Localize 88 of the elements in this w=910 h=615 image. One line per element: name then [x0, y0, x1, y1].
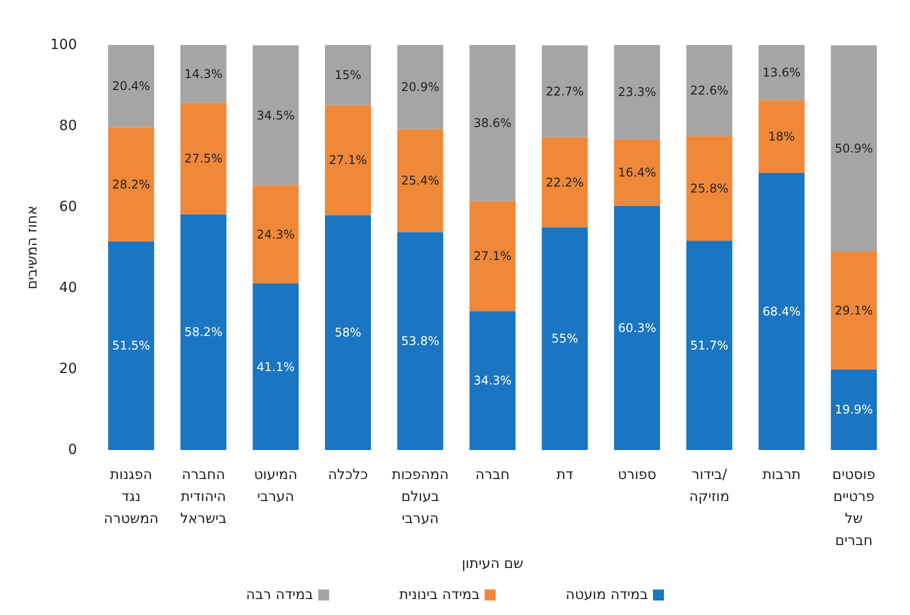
- bar: [758, 100, 805, 173]
- bar: [180, 45, 226, 103]
- x-tick-label: החברה היהודית בישראל: [180, 467, 227, 527]
- bar: [252, 284, 299, 450]
- data-label: 58.2%: [184, 325, 222, 340]
- bar: [108, 241, 154, 450]
- x-tick-label: ספורט: [618, 467, 656, 483]
- x-axis-title: שם העיתון: [462, 556, 524, 572]
- data-label: 50.9%: [834, 141, 873, 156]
- bar: [758, 172, 805, 450]
- data-label: 22.2%: [546, 175, 584, 190]
- bar: [686, 136, 732, 241]
- data-label: 55%: [551, 332, 578, 346]
- bar: [324, 45, 371, 106]
- bar: [830, 45, 877, 252]
- data-label: 18%: [768, 130, 795, 144]
- bar: [542, 45, 588, 138]
- bar: [470, 201, 516, 312]
- bar: [830, 369, 877, 450]
- bar: [252, 185, 299, 284]
- bar: [470, 311, 516, 450]
- data-label: 60.3%: [618, 320, 656, 335]
- legend-label: במידה רבה: [246, 587, 314, 603]
- legend-label: במידה מועטה: [566, 587, 648, 603]
- bar: [397, 232, 444, 450]
- bar: [108, 45, 154, 128]
- data-label: 15%: [334, 68, 362, 82]
- data-label: 25.4%: [401, 174, 440, 188]
- data-label: 27.5%: [184, 152, 222, 166]
- x-tick-label: פוסטים פרטיים של חברים: [832, 467, 876, 549]
- data-label: 27.1%: [328, 153, 368, 168]
- y-tick-label: 60: [59, 199, 77, 215]
- bar: [686, 240, 732, 450]
- x-tick-label: המהפכות בעולם הערבי: [392, 467, 449, 527]
- bar: [830, 252, 877, 370]
- data-label: 24.3%: [256, 227, 295, 242]
- x-tick-label: דת: [556, 467, 574, 483]
- data-label: 20.9%: [401, 80, 440, 94]
- data-label: 51.5%: [112, 338, 150, 353]
- data-label: 22.6%: [690, 84, 728, 98]
- data-label: 19.9%: [834, 402, 873, 417]
- x-tick-label: תרבות: [762, 467, 801, 483]
- bar: [686, 45, 732, 136]
- bar: [108, 127, 154, 242]
- x-tick-label: המיעוט הערבי: [254, 467, 298, 505]
- data-label: 22.7%: [546, 84, 584, 98]
- bar: [397, 45, 444, 130]
- data-label: 28.2%: [112, 177, 150, 192]
- data-label: 29.1%: [834, 303, 873, 318]
- data-label: 58%: [334, 326, 362, 340]
- y-axis-title: אחוז המשיבים: [24, 206, 40, 290]
- data-label: 16.4%: [618, 166, 656, 180]
- data-label: 41.1%: [256, 360, 295, 374]
- x-tick-label: חברה: [475, 467, 510, 483]
- data-label: 34.5%: [256, 108, 295, 122]
- y-tick-label: 40: [59, 280, 77, 296]
- data-label: 13.6%: [762, 66, 801, 80]
- data-label: 51.7%: [690, 338, 728, 352]
- legend-label: במידה בינונית: [399, 587, 480, 603]
- bar: [758, 45, 805, 100]
- data-label: 20.4%: [112, 79, 150, 94]
- bar: [542, 137, 588, 228]
- bar: [324, 105, 371, 216]
- bar: [614, 206, 660, 450]
- bar: [180, 102, 226, 214]
- bar: [324, 215, 371, 450]
- data-label: 68.4%: [762, 304, 801, 318]
- y-tick-label: 20: [59, 361, 77, 377]
- bar: [252, 45, 299, 186]
- x-tick-label: כלכלה: [328, 467, 368, 483]
- bar: [614, 45, 660, 140]
- data-label: 53.8%: [401, 334, 440, 348]
- x-tick-label: בידור/ מוזיקה: [689, 467, 730, 505]
- bar: [614, 139, 660, 206]
- data-label: 23.3%: [618, 85, 656, 100]
- y-tick-label: 0: [68, 442, 77, 458]
- data-label: 27.1%: [473, 249, 512, 264]
- bar: [542, 227, 588, 450]
- bar: [470, 45, 516, 202]
- data-label: 14.3%: [184, 66, 222, 81]
- bar: [180, 214, 226, 450]
- x-tick-label: הפגנות נגד המשטרה: [104, 467, 158, 527]
- data-label: 34.3%: [473, 374, 512, 388]
- data-label: 25.8%: [690, 181, 728, 196]
- data-label: 38.6%: [473, 116, 512, 130]
- y-tick-label: 100: [50, 37, 77, 53]
- bar: [397, 129, 444, 232]
- y-tick-label: 80: [59, 118, 77, 134]
